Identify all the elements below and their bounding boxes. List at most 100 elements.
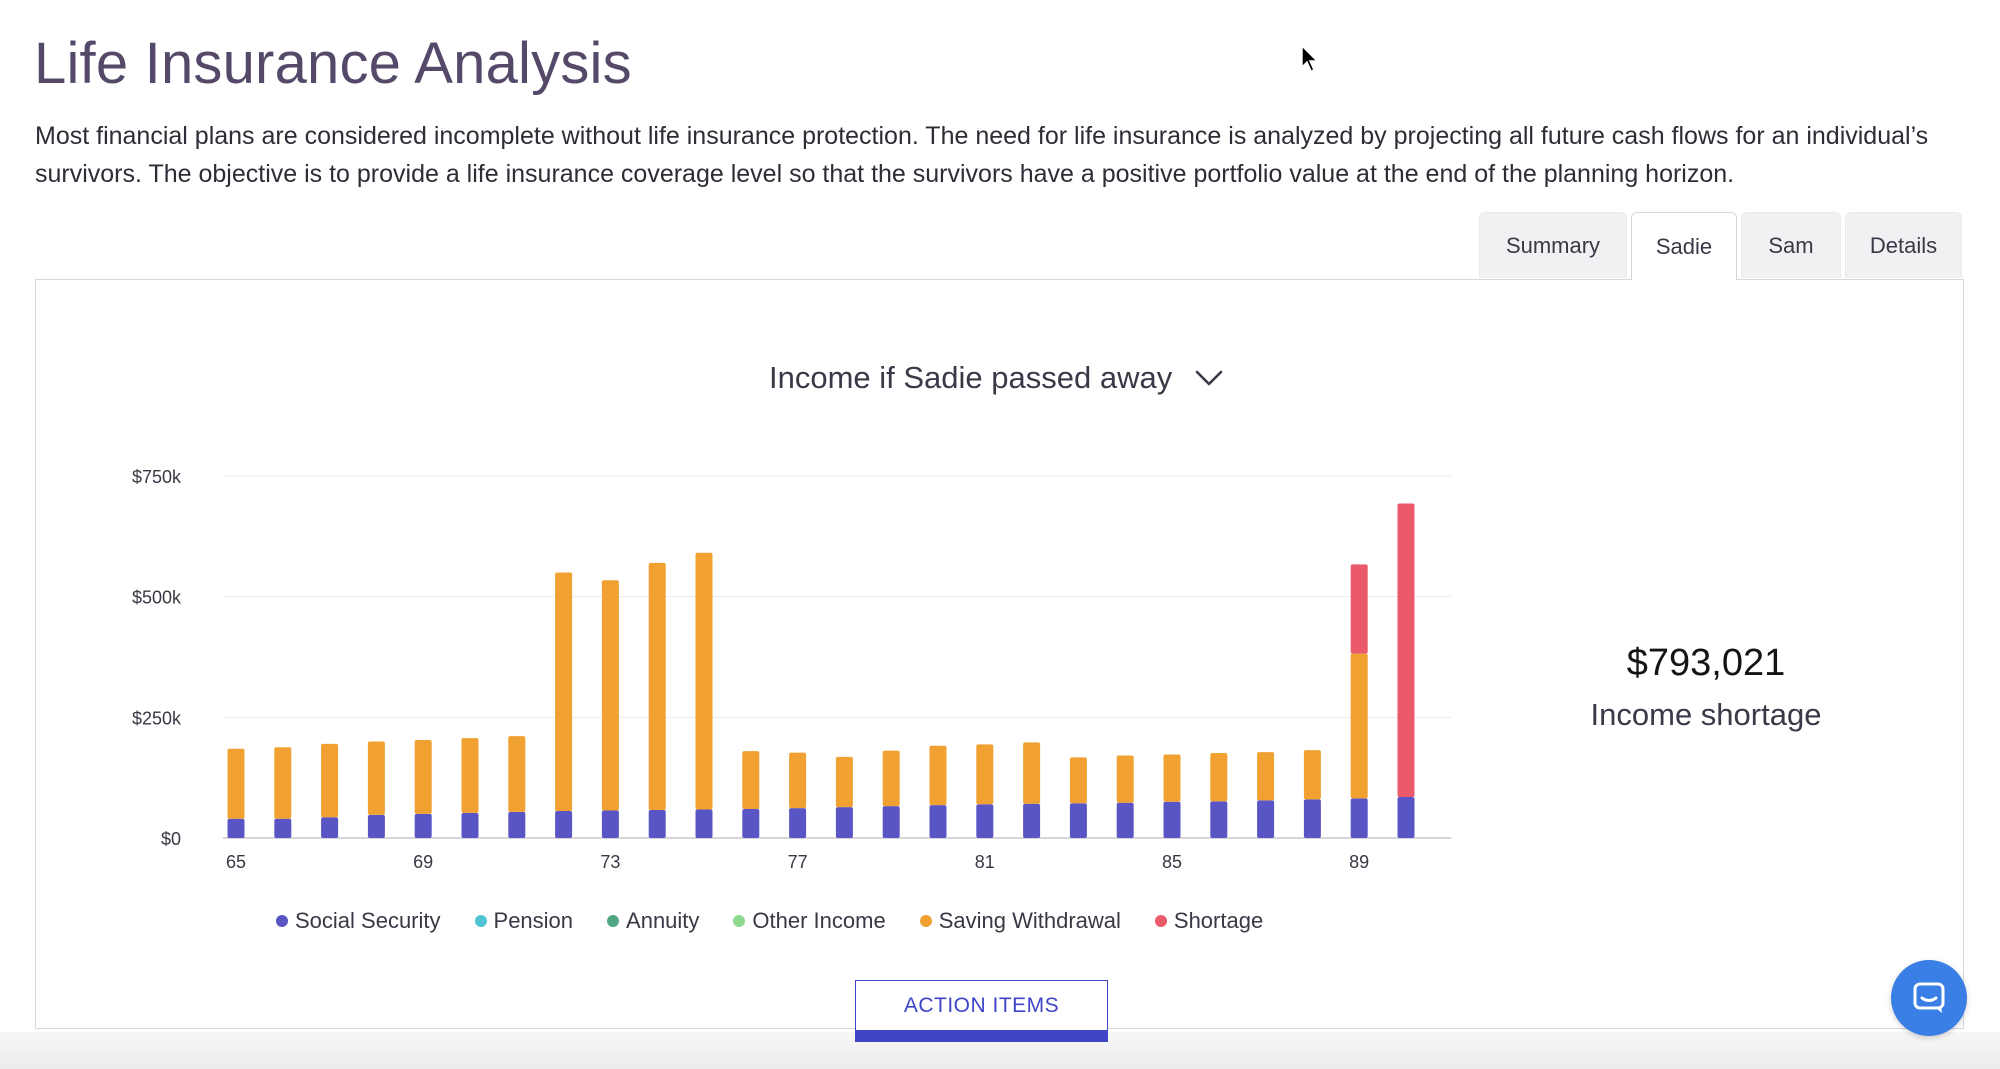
legend-item[interactable]: Saving Withdrawal [919,908,1121,934]
mouse-cursor-icon [1301,45,1319,72]
bar-segment[interactable] [274,818,292,838]
chart-legend: Social Security Pension Annuity Other Incom… [276,908,1263,934]
bar-segment[interactable] [1210,801,1228,838]
bar-segment[interactable] [648,562,666,811]
bar-segment[interactable] [742,751,760,810]
bar-segment[interactable] [1023,742,1041,804]
bar-segment[interactable] [1350,653,1368,799]
bar-segment[interactable] [929,745,947,806]
bar-segment[interactable] [508,811,526,838]
tab-sadie-label: Sadie [1655,233,1713,259]
income-shortage-label: Income shortage [1590,697,1822,732]
bar-segment[interactable] [1303,799,1321,838]
page-intro: Most financial plans are considered inco… [35,122,1929,188]
bar-segment[interactable] [461,738,479,813]
legend-dot-icon [607,915,620,927]
bar-segment[interactable] [1303,750,1321,800]
chart-selector-dropdown[interactable]: Income if Sadie passed away [769,360,1224,396]
bar-segment[interactable] [1350,564,1368,654]
bar-segment[interactable] [321,817,339,838]
x-tick-label: 65 [226,852,246,872]
bar-segment[interactable] [1163,754,1181,802]
y-tick-label: $0 [161,829,181,849]
bar-segment[interactable] [461,812,479,838]
analysis-panel: $0 $250k $500k $750k 65 69 73 77 81 85 89 Income i… [35,279,1964,1029]
bar-segment[interactable] [835,756,853,808]
bar-segment[interactable] [601,810,619,838]
bar-segment[interactable] [1257,800,1275,838]
tab-sadie[interactable]: Sadie [1631,212,1737,281]
legend-label: Social Security [295,908,441,933]
page-title: Life Insurance Analysis [34,31,632,96]
legend-dot-icon [276,915,288,927]
bar-segment[interactable] [835,807,853,838]
legend-label: Pension [493,908,574,933]
bar-segment[interactable] [695,552,713,810]
x-tick-label: 89 [1349,852,1369,872]
bar-segment[interactable] [227,818,245,838]
legend-dot-icon [919,915,932,927]
bar-segment[interactable] [976,744,994,805]
bar-segment[interactable] [976,804,994,838]
chat-launcher-button[interactable] [1891,960,1967,1036]
legend-dot-icon [1154,915,1167,927]
legend-item[interactable]: Social Security [276,908,441,934]
bar-segment[interactable] [414,740,432,814]
x-tick-label: 69 [413,852,433,872]
tab-details-label: Details [1869,232,1938,258]
legend-item[interactable]: Shortage [1154,908,1263,934]
x-tick-label: 85 [1162,852,1182,872]
chat-icon [1913,982,1945,1013]
y-tick-label: $750k [132,467,182,487]
bar-segment[interactable] [789,808,807,838]
bar-segment[interactable] [1069,803,1087,838]
x-tick-label: 73 [600,852,620,872]
bar-segment[interactable] [367,741,385,815]
bar-segment[interactable] [1069,757,1087,804]
x-tick-label: 77 [788,852,808,872]
tab-details[interactable]: Details [1845,212,1962,278]
tab-summary[interactable]: Summary [1479,212,1627,278]
bar-segment[interactable] [789,752,807,809]
income-shortage-value: $793,021 [1626,642,1786,684]
tab-sam-label: Sam [1768,232,1814,258]
bar-segment[interactable] [882,750,900,807]
bar-segment[interactable] [227,748,245,819]
tab-sam[interactable]: Sam [1741,212,1841,278]
bar-segment[interactable] [1257,752,1275,801]
y-tick-label: $250k [132,708,182,728]
bar-segment[interactable] [1350,798,1368,838]
bar-segment[interactable] [882,806,900,838]
bar-segment[interactable] [742,809,760,838]
legend-dot-icon [733,915,746,927]
chart-selector-label: Income if Sadie passed away [769,360,1173,395]
bar-segment[interactable] [508,736,526,812]
bar-segment[interactable] [1116,802,1134,838]
legend-label: Saving Withdrawal [938,908,1121,933]
bar-segment[interactable] [1210,753,1228,802]
bar-segment[interactable] [555,572,573,811]
legend-label: Other Income [752,908,886,933]
bar-segment[interactable] [1163,801,1181,838]
action-items-button[interactable]: ACTION ITEMS [855,980,1108,1042]
bar-segment[interactable] [1023,803,1041,838]
y-tick-label: $500k [132,588,182,608]
bar-segment[interactable] [414,813,432,838]
tab-summary-label: Summary [1505,232,1601,258]
legend-dot-icon [474,915,487,927]
bar-segment[interactable] [648,810,666,838]
bar-segment[interactable] [601,580,619,811]
bar-segment[interactable] [321,743,339,818]
chevron-down-icon [1195,370,1223,386]
bar-segment[interactable] [929,805,947,838]
legend-item[interactable]: Pension [474,908,574,934]
legend-item[interactable]: Annuity [607,908,699,934]
bar-segment[interactable] [1397,503,1415,797]
bar-segment[interactable] [695,809,713,838]
bar-segment[interactable] [555,810,573,838]
bar-segment[interactable] [1397,796,1415,838]
bar-segment[interactable] [1116,755,1134,803]
legend-item[interactable]: Other Income [733,908,886,934]
bar-segment[interactable] [274,747,292,819]
bar-segment[interactable] [367,814,385,838]
